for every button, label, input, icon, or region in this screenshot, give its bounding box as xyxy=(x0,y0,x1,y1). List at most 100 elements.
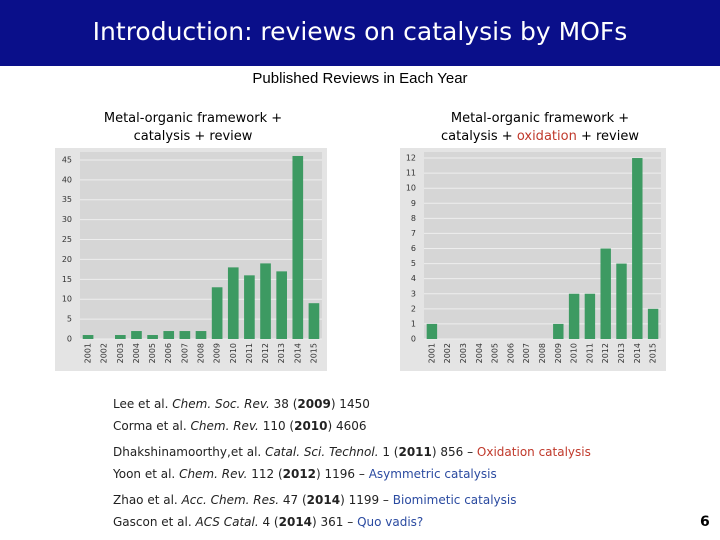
y-tick-label: 0 xyxy=(67,335,72,344)
reference-part: 1 ( xyxy=(378,445,399,459)
bar xyxy=(632,158,643,339)
reference-part: Catal. Sci. Technol. xyxy=(265,445,379,459)
reference-part: 2010 xyxy=(294,419,328,433)
bar xyxy=(426,323,438,339)
y-tick-label: 11 xyxy=(406,169,416,178)
reference: Corma et al. Chem. Rev. 110 (2010) 4606 xyxy=(113,416,591,438)
x-tick-label: 2011 xyxy=(585,343,594,363)
y-tick-label: 10 xyxy=(62,295,72,304)
reference-part: ) 1199 – xyxy=(340,493,393,507)
reference-part: 2009 xyxy=(297,397,331,411)
reference: Zhao et al. Acc. Chem. Res. 47 (2014) 11… xyxy=(113,490,591,512)
x-tick-label: 2015 xyxy=(309,343,318,363)
reference-part: 2011 xyxy=(398,445,432,459)
bar xyxy=(147,335,158,339)
y-tick-label: 7 xyxy=(411,229,416,238)
title-part: Metal-organic framework + catalysis + xyxy=(441,111,630,144)
reference-part: ) 4606 xyxy=(327,419,367,433)
y-tick-label: 9 xyxy=(411,199,416,208)
x-tick-label: 2013 xyxy=(617,343,626,363)
y-tick-label: 0 xyxy=(411,335,416,344)
reference-part: 2014 xyxy=(278,515,313,529)
chart-title: Metal-organic framework + catalysis + re… xyxy=(103,111,283,144)
x-tick-label: 2007 xyxy=(522,343,531,363)
reference-part: ACS Catal. xyxy=(195,515,259,529)
reference-part: Acc. Chem. Res. xyxy=(181,493,280,507)
y-tick-label: 20 xyxy=(62,255,72,264)
y-tick-label: 10 xyxy=(406,184,416,193)
subtitle: Published Reviews in Each Year xyxy=(252,70,468,87)
reference-part: Dhakshinamoorthy,et al. xyxy=(113,445,266,459)
y-tick-label: 2 xyxy=(411,304,416,313)
x-tick-label: 2004 xyxy=(475,343,484,363)
reference-part: Asymmetric catalysis xyxy=(368,467,497,481)
bar xyxy=(568,293,580,339)
bar xyxy=(600,248,611,339)
reference-part: Chem. Rev. xyxy=(179,467,248,481)
reference-part: 38 ( xyxy=(269,397,298,411)
reference-part: Yoon et al. xyxy=(113,467,180,481)
reference-part: ) 856 – xyxy=(431,445,477,459)
reference-part: 112 ( xyxy=(247,467,283,481)
x-tick-label: 2014 xyxy=(633,343,642,363)
x-tick-label: 2009 xyxy=(554,343,563,363)
slide-title: Introduction: reviews on catalysis by MO… xyxy=(0,0,720,66)
x-tick-label: 2015 xyxy=(649,343,658,363)
bar xyxy=(179,331,191,339)
y-tick-label: 4 xyxy=(411,274,416,283)
reference-part: 2012 xyxy=(282,467,317,481)
x-tick-label: 2012 xyxy=(601,343,610,363)
bar xyxy=(260,263,271,339)
page-number: 6 xyxy=(700,514,710,530)
bar xyxy=(308,303,320,339)
x-tick-label: 2005 xyxy=(148,343,157,363)
y-tick-label: 12 xyxy=(406,154,416,163)
reference-part: 110 ( xyxy=(258,419,295,433)
x-tick-label: 2006 xyxy=(506,343,515,363)
reference-part: Gascon et al. xyxy=(113,515,196,529)
reference-part: Lee et al. xyxy=(113,397,173,411)
y-tick-label: 1 xyxy=(411,319,416,328)
reference: Dhakshinamoorthy,et al. Catal. Sci. Tech… xyxy=(113,442,591,464)
x-tick-label: 2011 xyxy=(245,343,254,363)
references: Lee et al. Chem. Soc. Rev. 38 (2009) 145… xyxy=(113,394,591,534)
reference: Yoon et al. Chem. Rev. 112 (2012) 1196 –… xyxy=(113,464,591,486)
x-tick-label: 2003 xyxy=(116,343,125,363)
x-tick-label: 2014 xyxy=(293,343,302,363)
y-tick-label: 30 xyxy=(62,215,72,224)
bar xyxy=(647,308,659,339)
y-tick-label: 45 xyxy=(62,155,72,164)
reference-part: 47 ( xyxy=(279,493,307,507)
x-tick-label: 2009 xyxy=(213,343,222,363)
bar xyxy=(616,263,627,339)
bar xyxy=(276,271,287,339)
x-tick-label: 2008 xyxy=(197,343,206,363)
reference: Lee et al. Chem. Soc. Rev. 38 (2009) 145… xyxy=(113,394,591,416)
x-tick-label: 2003 xyxy=(459,343,468,363)
x-tick-label: 2012 xyxy=(261,343,270,363)
x-tick-label: 2005 xyxy=(491,343,500,363)
bar xyxy=(211,287,223,339)
x-tick-label: 2010 xyxy=(229,343,238,363)
bar xyxy=(163,331,175,339)
y-tick-label: 5 xyxy=(411,259,416,268)
reference-part: Quo vadis? xyxy=(357,515,424,529)
reference-part: ) 361 – xyxy=(312,515,358,529)
bar xyxy=(553,323,564,339)
x-tick-label: 2008 xyxy=(538,343,547,363)
bar xyxy=(115,335,126,339)
x-tick-label: 2001 xyxy=(84,343,93,363)
reference-part: Chem. Rev. xyxy=(190,419,259,433)
y-tick-label: 3 xyxy=(411,289,416,298)
x-tick-label: 2004 xyxy=(132,343,141,363)
y-tick-label: 15 xyxy=(62,275,72,284)
x-tick-label: 2001 xyxy=(427,343,436,363)
x-tick-label: 2013 xyxy=(277,343,286,363)
x-tick-label: 2007 xyxy=(180,343,189,363)
bar xyxy=(584,293,596,339)
x-tick-label: 2010 xyxy=(570,343,579,363)
reference-part: 2014 xyxy=(306,493,341,507)
reference-part: Zhao et al. xyxy=(113,493,182,507)
